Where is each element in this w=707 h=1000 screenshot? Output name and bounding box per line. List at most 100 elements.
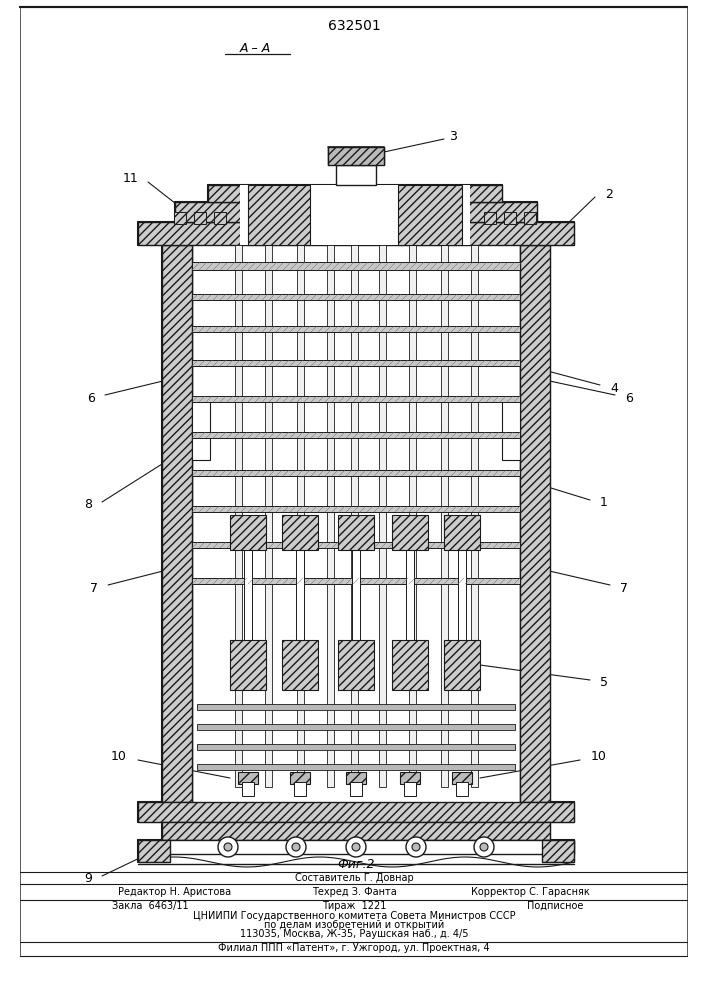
Bar [230, 515, 266, 550]
Bar [282, 515, 318, 550]
Bar [379, 245, 386, 787]
Text: 1: 1 [600, 496, 608, 510]
Circle shape [352, 843, 360, 851]
Bar [192, 262, 520, 270]
Bar [192, 432, 520, 438]
Bar [338, 640, 374, 690]
Bar [400, 772, 420, 784]
Bar [194, 212, 206, 224]
Text: 4: 4 [610, 381, 618, 394]
Bar [409, 245, 416, 787]
Bar [192, 360, 520, 366]
Bar [192, 578, 520, 584]
Bar [192, 326, 520, 332]
Bar [192, 470, 520, 476]
Bar [230, 640, 266, 690]
Text: 632501: 632501 [327, 19, 380, 33]
Bar [296, 550, 304, 640]
Text: Редактор Н. Аристова: Редактор Н. Аристова [119, 887, 232, 897]
Bar [392, 515, 428, 550]
Text: Корректор С. Гарасняк: Корректор С. Гарасняк [471, 887, 590, 897]
Bar [471, 245, 478, 787]
Bar [294, 782, 306, 796]
Bar [175, 202, 537, 222]
Bar [235, 245, 242, 787]
Bar [352, 550, 360, 640]
Bar [192, 294, 520, 300]
Circle shape [412, 843, 420, 851]
Text: A – A: A – A [240, 41, 271, 54]
Circle shape [406, 837, 426, 857]
Bar [392, 640, 428, 690]
Bar [542, 840, 574, 862]
Bar [406, 550, 414, 640]
Bar [138, 802, 574, 822]
Bar [244, 550, 252, 640]
Text: Подписное: Подписное [527, 901, 583, 911]
Bar [138, 840, 170, 862]
Circle shape [480, 843, 488, 851]
Text: Тираж  1221: Тираж 1221 [322, 901, 386, 911]
Bar [441, 245, 448, 787]
Bar [192, 245, 520, 802]
Text: 6: 6 [87, 391, 95, 404]
Bar [192, 506, 520, 512]
Bar [265, 245, 272, 787]
Bar [192, 542, 520, 548]
Bar [282, 640, 318, 690]
Text: 3: 3 [449, 130, 457, 143]
Bar [484, 212, 496, 224]
Bar [138, 222, 574, 245]
Bar [242, 782, 254, 796]
Bar [456, 782, 468, 796]
Bar [162, 245, 192, 802]
Text: 6: 6 [625, 391, 633, 404]
Bar [138, 840, 574, 854]
Bar [452, 772, 472, 784]
Bar [197, 724, 515, 730]
Bar [197, 744, 515, 750]
Text: 5: 5 [600, 676, 608, 690]
Bar [174, 212, 186, 224]
Bar [458, 550, 466, 640]
Bar [290, 772, 310, 784]
Bar [346, 772, 366, 784]
Bar [520, 245, 550, 802]
Text: 10: 10 [111, 750, 127, 764]
Bar [248, 185, 310, 245]
Text: 7: 7 [620, 582, 628, 594]
Bar [240, 185, 470, 245]
Text: 10: 10 [591, 750, 607, 764]
Bar [398, 185, 462, 245]
Bar [327, 245, 334, 787]
Text: 9: 9 [84, 872, 92, 886]
Text: Закла  6463/11: Закла 6463/11 [112, 901, 188, 911]
Circle shape [218, 837, 238, 857]
Bar [297, 245, 304, 787]
Bar [238, 772, 258, 784]
Text: ЦНИИПИ Государственного комитета Совета Министров СССР: ЦНИИПИ Государственного комитета Совета … [193, 911, 515, 921]
Bar [351, 245, 358, 787]
Bar [336, 165, 376, 185]
Text: 113035, Москва, Ж-35, Раушская наб., д. 4/5: 113035, Москва, Ж-35, Раушская наб., д. … [240, 929, 468, 939]
Bar [444, 515, 480, 550]
Bar [502, 400, 520, 460]
Bar [214, 212, 226, 224]
Text: Филиал ППП «Патент», г. Ужгород, ул. Проектная, 4: Филиал ППП «Патент», г. Ужгород, ул. Про… [218, 943, 490, 953]
Bar [197, 704, 515, 710]
Circle shape [286, 837, 306, 857]
Text: Техред З. Фанта: Техред З. Фанта [312, 887, 397, 897]
Bar [197, 764, 515, 770]
Bar [350, 782, 362, 796]
Circle shape [224, 843, 232, 851]
Text: по делам изобретений и открытий: по делам изобретений и открытий [264, 920, 444, 930]
Bar [162, 822, 550, 840]
Bar [444, 640, 480, 690]
Circle shape [292, 843, 300, 851]
Bar [328, 147, 384, 165]
Text: 2: 2 [605, 188, 613, 200]
Text: 11: 11 [122, 172, 138, 186]
Bar [524, 212, 536, 224]
Text: 8: 8 [84, 498, 92, 512]
Text: 7: 7 [90, 582, 98, 594]
